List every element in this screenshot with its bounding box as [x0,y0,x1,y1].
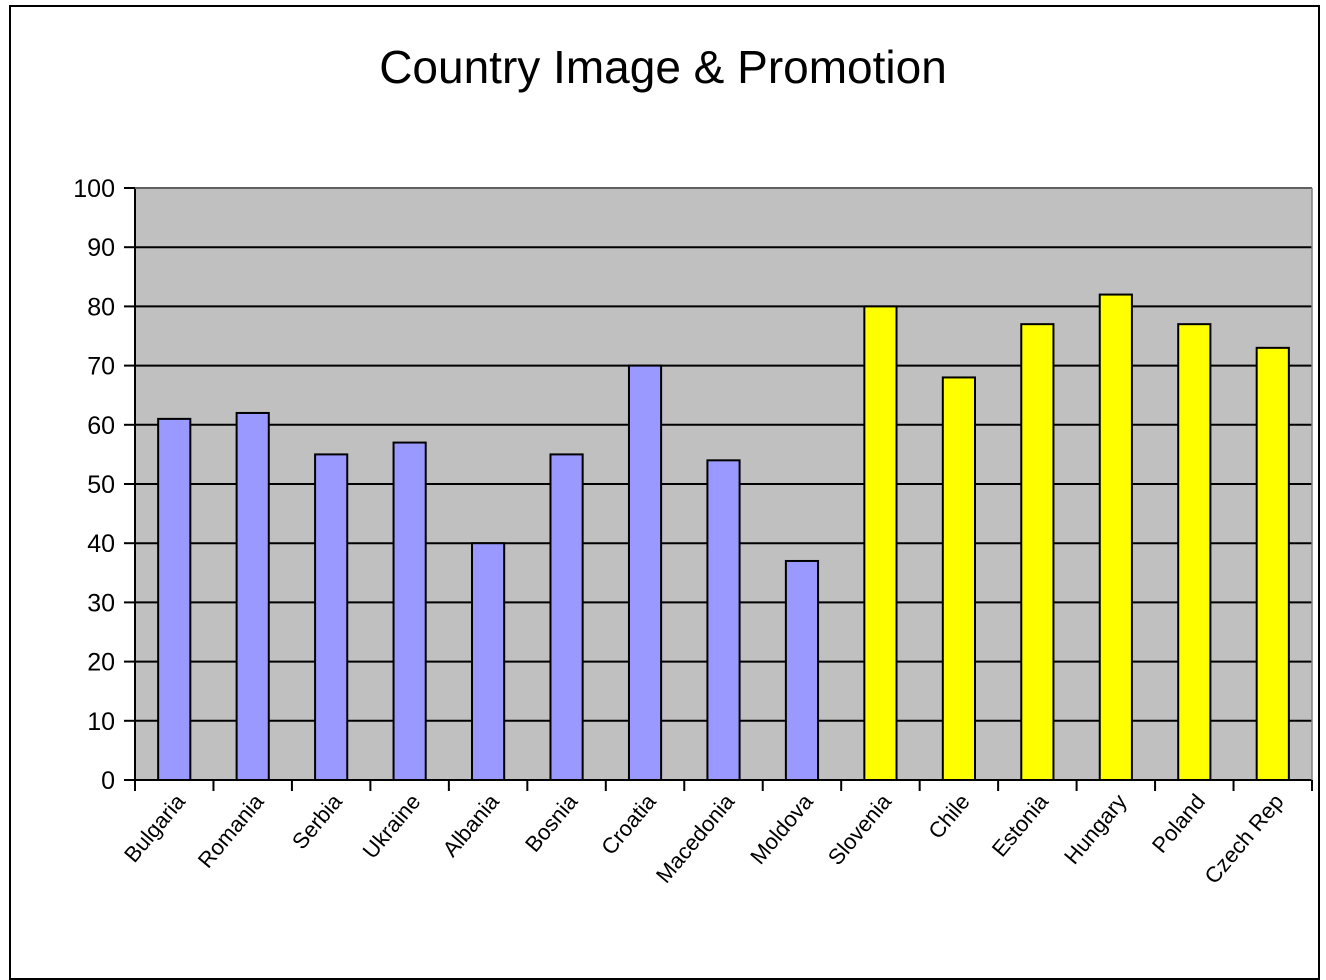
y-tick-label: 50 [87,471,115,499]
x-tick-label: Bosnia [520,789,583,857]
bar-chile [941,376,976,781]
y-tick-label: 0 [101,767,115,795]
bar-albania [471,542,506,782]
bar-poland [1177,323,1212,781]
x-tick-label: Estonia [987,789,1054,862]
bar-romania [235,411,270,781]
bar-ukraine [392,441,427,781]
bar-bosnia [549,453,584,781]
bar-estonia [1020,323,1055,781]
x-tick-label: Moldova [745,789,818,869]
x-tick-labels: Bulgaria Romania Serbia Ukraine Albania Bosni… [119,789,1289,889]
x-tick-label: Hungary [1059,789,1132,869]
y-tick-label: 40 [87,530,115,558]
y-tick-label: 90 [87,234,115,262]
bar-czech-rep [1255,346,1290,781]
y-tick-label: 60 [87,412,115,440]
bar-macedonia [706,459,741,781]
bar-croatia [627,364,663,781]
x-tick-label: Ukraine [358,789,426,863]
y-tick-label: 70 [87,353,115,381]
x-tick-label: Slovenia [823,789,897,870]
x-tick-label: Czech Rep [1199,789,1288,888]
bars [157,293,1290,782]
chart-title: Country Image & Promotion [379,41,947,93]
x-tick-label: Bulgaria [119,789,191,867]
bar-hungary [1098,293,1133,781]
y-tick-label: 100 [73,175,115,203]
y-tick-label: 10 [87,708,115,736]
bar-moldova [784,559,820,782]
x-tick-label: Poland [1147,789,1210,858]
y-tick-label: 30 [87,589,115,617]
y-tick-labels: 0 10 20 30 40 50 60 70 80 90 100 [73,175,115,795]
bar-slovenia [863,305,898,781]
bar-serbia [314,453,349,781]
x-tick-label: Albania [438,789,505,862]
x-tick-label: Croatia [596,789,661,860]
y-tick-label: 80 [87,293,115,321]
x-tick-label: Romania [193,789,269,873]
x-tick-label: Serbia [287,789,348,854]
axes [124,187,1313,791]
bar-bulgaria [157,417,192,781]
y-tick-label: 20 [87,649,115,677]
x-tick-label: Chile [923,789,974,843]
x-tick-label: Macedonia [651,789,740,888]
